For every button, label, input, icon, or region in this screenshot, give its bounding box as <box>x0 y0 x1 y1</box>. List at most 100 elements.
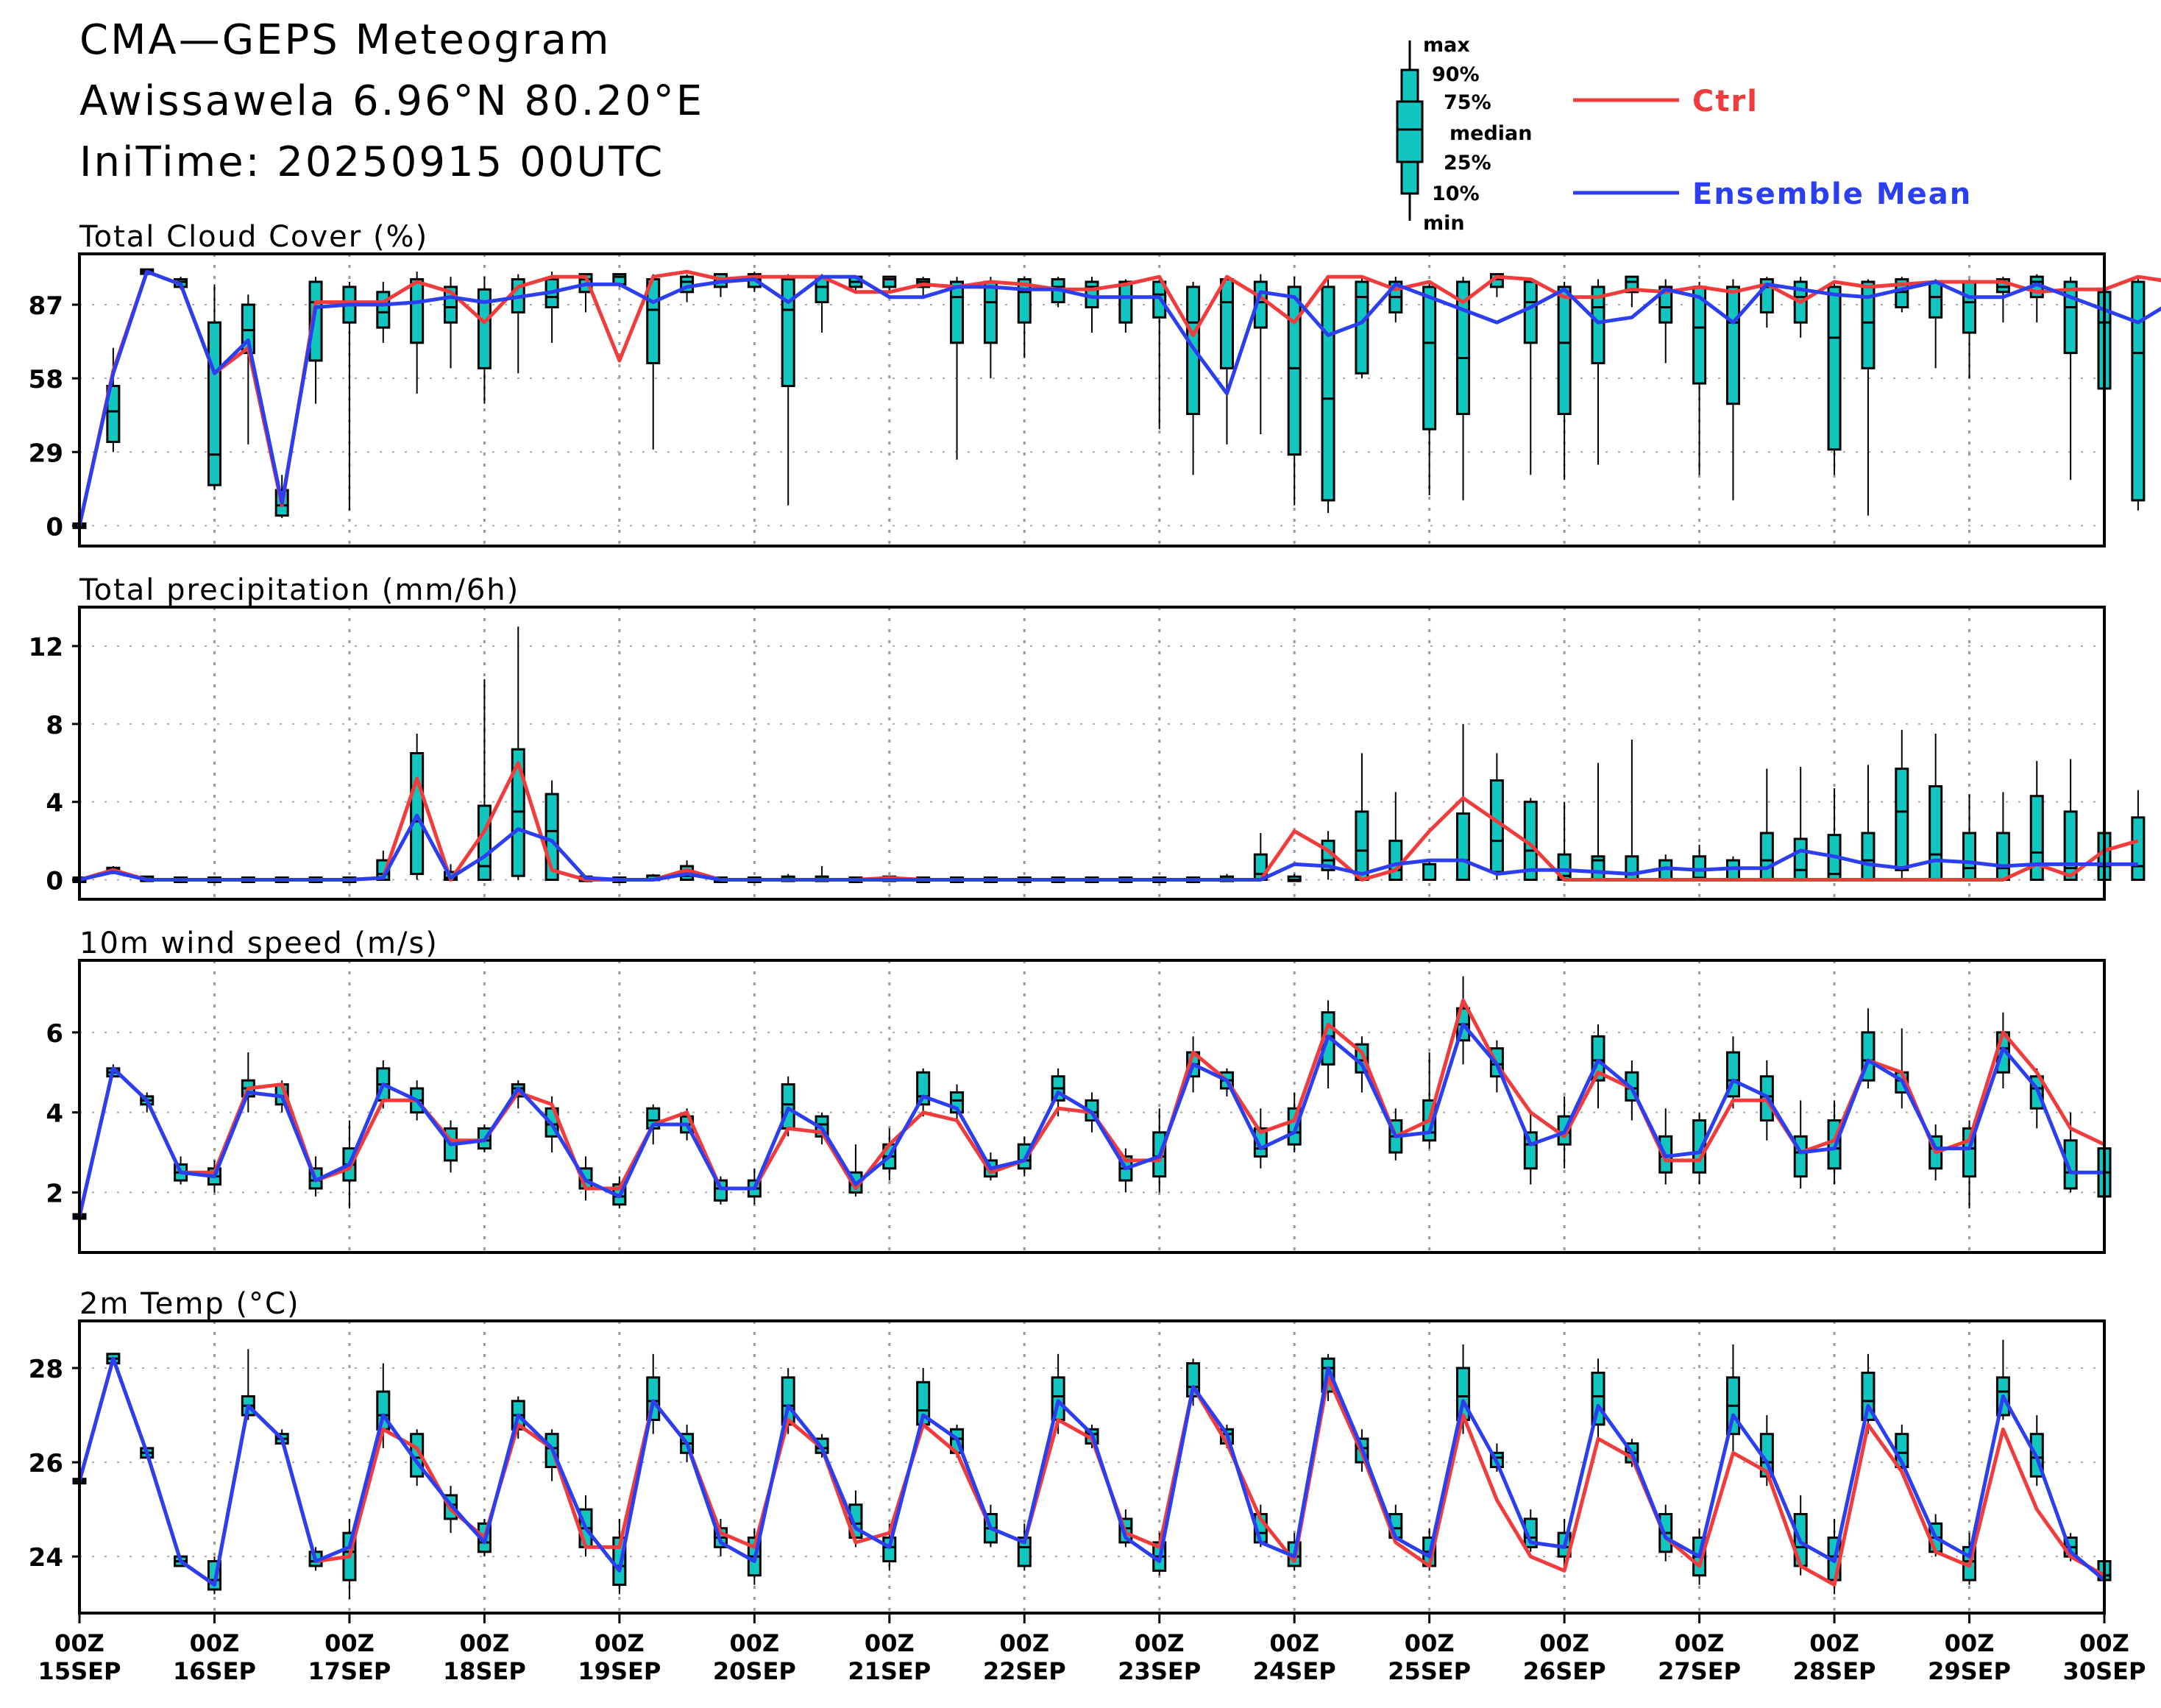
x-tick-hour: 00Z <box>324 1629 375 1657</box>
y-tick-label: 28 <box>29 1355 63 1384</box>
box-iqr <box>207 321 221 486</box>
box-iqr <box>983 280 998 344</box>
x-tick-hour: 00Z <box>190 1629 240 1657</box>
box-iqr <box>1591 286 1605 364</box>
box-iqr <box>410 278 425 344</box>
box-iqr <box>477 288 492 369</box>
x-tick-date: 23SEP <box>1118 1657 1201 1685</box>
box-iqr <box>376 291 391 329</box>
box-iqr <box>1725 286 1740 405</box>
box-iqr <box>2131 816 2146 882</box>
x-tick-hour: 00Z <box>54 1629 104 1657</box>
panel-2: Total precipitation (mm/6h) 0 4 8 12 <box>29 573 2146 901</box>
location-subtitle: Awissawela 6.96°N 80.20°E <box>79 77 705 125</box>
x-tick-date: 18SEP <box>443 1657 526 1685</box>
box-iqr <box>1118 280 1133 324</box>
y-tick-label: 24 <box>29 1543 63 1573</box>
x-tick-date: 16SEP <box>173 1657 256 1685</box>
box-iqr <box>1422 862 1437 882</box>
x-tick-date: 28SEP <box>1793 1657 1876 1685</box>
box-iqr <box>477 804 492 882</box>
box-iqr <box>1658 286 1673 324</box>
box-iqr <box>1456 812 1471 882</box>
panel-3: 10m wind speed (m/s) 2 4 6 <box>46 926 2112 1254</box>
chart-title: CMA—GEPS Meteogram <box>79 16 611 64</box>
legend-box-label: max <box>1423 34 1470 57</box>
legend-box-label: median <box>1449 122 1532 145</box>
x-tick-date: 25SEP <box>1388 1657 1471 1685</box>
y-tick-label: 2 <box>46 1179 63 1208</box>
box-iqr <box>1861 832 1876 882</box>
box-iqr <box>781 278 795 388</box>
box-iqr <box>1355 810 1369 882</box>
box-iqr <box>1355 280 1369 375</box>
x-tick-hour: 00Z <box>460 1629 510 1657</box>
x-tick-date: 19SEP <box>578 1657 661 1685</box>
x-tick-hour: 00Z <box>729 1629 779 1657</box>
x-tick-date: 15SEP <box>38 1657 121 1685</box>
y-tick-label: 4 <box>46 1099 63 1129</box>
box-iqr <box>1861 280 1876 369</box>
x-tick-date: 20SEP <box>713 1657 796 1685</box>
box-iqr <box>2131 280 2146 502</box>
panel-1: Total Cloud Cover (%) 0 29 58 87 <box>29 220 2161 548</box>
box-iqr <box>1793 837 1808 882</box>
y-tick-label: 12 <box>29 633 63 662</box>
box-iqr <box>1219 278 1234 369</box>
x-tick-date: 21SEP <box>848 1657 931 1685</box>
panel-title: Total Cloud Cover (%) <box>79 220 428 254</box>
box-iqr <box>1625 855 1639 882</box>
box-iqr <box>410 752 425 876</box>
panel-title: 10m wind speed (m/s) <box>79 926 439 960</box>
x-tick-date: 22SEP <box>983 1657 1066 1685</box>
y-tick-label: 4 <box>46 789 63 818</box>
box-iqr <box>1995 832 2010 882</box>
x-tick-hour: 00Z <box>1945 1629 1995 1657</box>
ensemble-mean-line <box>77 269 2161 526</box>
x-tick-hour: 00Z <box>595 1629 645 1657</box>
ctrl-line <box>77 269 2161 526</box>
y-tick-label: 29 <box>29 439 63 468</box>
box-iqr <box>1321 286 1335 502</box>
box-iqr <box>1287 286 1302 456</box>
x-tick-date: 24SEP <box>1253 1657 1336 1685</box>
box-iqr <box>1928 280 1943 319</box>
panel-4: 2m Temp (°C) 24 26 28 <box>29 1287 2112 1615</box>
x-tick-date: 26SEP <box>1523 1657 1606 1685</box>
box-iqr <box>1827 286 1842 451</box>
box-iqr <box>1895 768 1909 871</box>
panel-frame <box>78 606 2106 901</box>
legend: max 90% 75% median 25% 10% min Ctrl Ensemble Mea… <box>1396 34 1972 235</box>
x-tick-hour: 00Z <box>1135 1629 1185 1657</box>
y-tick-label: 6 <box>46 1019 63 1049</box>
y-tick-label: 58 <box>29 365 63 394</box>
panel-title: Total precipitation (mm/6h) <box>79 573 519 607</box>
panel-title: 2m Temp (°C) <box>79 1287 300 1321</box>
box-iqr <box>1928 784 1943 882</box>
y-tick-label: 87 <box>29 291 63 321</box>
y-tick-label: 0 <box>46 867 63 896</box>
panel-frame <box>78 1319 2106 1615</box>
box-iqr <box>1759 832 1774 882</box>
x-tick-date: 27SEP <box>1658 1657 1741 1685</box>
box-iqr <box>1388 840 1403 882</box>
box-iqr <box>950 280 965 344</box>
box-iqr <box>2063 280 2078 355</box>
legend-mean-label: Ensemble Mean <box>1692 177 1972 211</box>
x-tick-hour: 00Z <box>1675 1629 1725 1657</box>
panel-frame <box>78 252 2106 548</box>
box-iqr <box>1456 280 1471 415</box>
legend-box-iqr <box>1396 100 1424 163</box>
box-iqr <box>1422 286 1437 430</box>
panel-frame <box>78 959 2106 1254</box>
y-tick-label: 26 <box>29 1449 63 1478</box>
x-tick-hour: 00Z <box>1269 1629 1319 1657</box>
box-iqr <box>1523 280 1538 344</box>
legend-ctrl-label: Ctrl <box>1692 85 1759 118</box>
box-iqr <box>2063 1139 2078 1190</box>
x-tick-hour: 00Z <box>865 1629 915 1657</box>
ensemble-mean-line <box>77 1356 2106 1587</box>
x-tick-hour: 00Z <box>1539 1629 1589 1657</box>
ensemble-mean-line <box>79 813 2138 882</box>
